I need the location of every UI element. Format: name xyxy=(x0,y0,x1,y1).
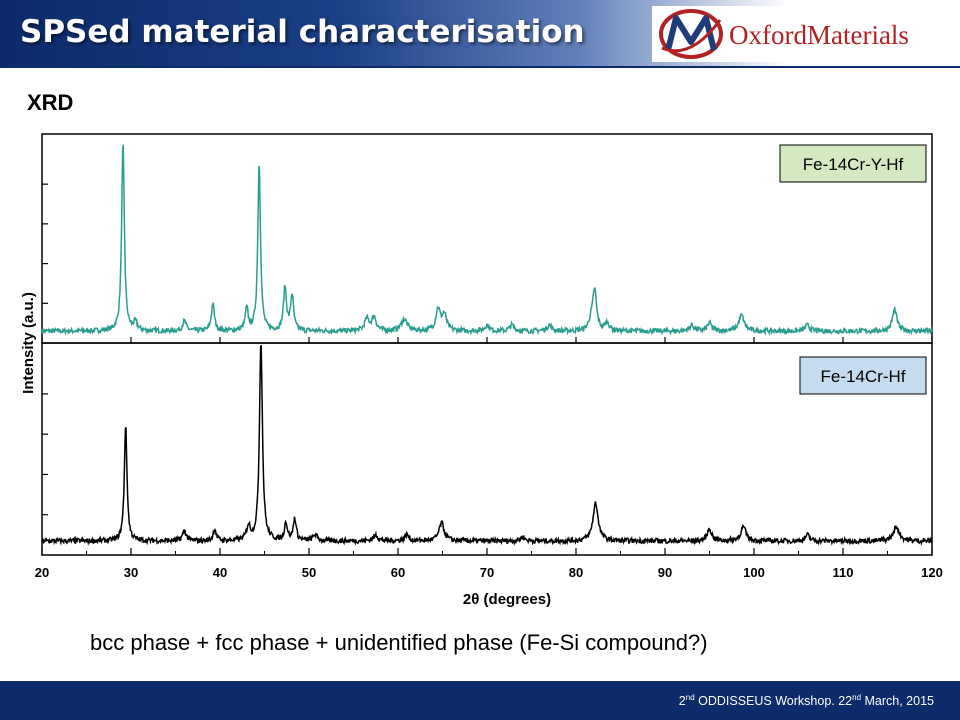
legend-box xyxy=(799,356,927,395)
logo-text: OxfordMaterials xyxy=(729,20,909,50)
footer-text: 2nd ODDISSEUS Workshop. 22nd March, 2015 xyxy=(679,693,934,708)
footer-bar: 2nd ODDISSEUS Workshop. 22nd March, 2015 xyxy=(0,681,960,720)
x-tick-label: 20 xyxy=(35,565,49,580)
x-tick-label: 30 xyxy=(124,565,138,580)
x-axis-label: 2θ (degrees) xyxy=(463,591,551,608)
oxford-materials-emblem-icon xyxy=(659,9,723,59)
series-line-fe-14cr-y-hf xyxy=(41,144,933,336)
footer-event: ODDISSEUS Workshop. 22 xyxy=(694,694,853,709)
title-bar-rule xyxy=(0,66,960,68)
footer-sup-1: nd xyxy=(685,693,695,702)
section-label: XRD xyxy=(27,90,74,115)
x-tick-label: 50 xyxy=(302,565,316,580)
oxford-materials-logo: OxfordMaterials xyxy=(652,6,952,62)
x-tick-label: 110 xyxy=(833,565,854,580)
footer-sup-2: nd xyxy=(852,693,862,702)
slide-title: SPSed material characterisation xyxy=(20,14,585,50)
legend-label: Fe-14Cr-Hf xyxy=(820,367,905,386)
footer-date: March, 2015 xyxy=(861,694,935,709)
legend-box xyxy=(779,144,927,183)
phase-caption: bcc phase + fcc phase + unidentified pha… xyxy=(90,630,708,655)
x-tick-label: 70 xyxy=(480,565,494,580)
xrd-chart: 20 30 40 50 60 70 80 90 100 110 120 2θ (degrees) Int… xyxy=(0,125,960,615)
y-axis-label: Intensity (a.u.) xyxy=(20,292,37,394)
x-tick-label: 60 xyxy=(391,565,405,580)
x-tick-label: 80 xyxy=(569,565,583,580)
footer-ordinal-1: 2 xyxy=(678,694,686,709)
x-tick-label: 40 xyxy=(213,565,227,580)
x-tick-label: 100 xyxy=(743,565,765,580)
series-line-fe-14cr-hf xyxy=(41,344,933,547)
legend-label: Fe-14Cr-Y-Hf xyxy=(803,155,904,174)
x-tick-label: 120 xyxy=(921,565,943,580)
x-tick-label: 90 xyxy=(658,565,672,580)
